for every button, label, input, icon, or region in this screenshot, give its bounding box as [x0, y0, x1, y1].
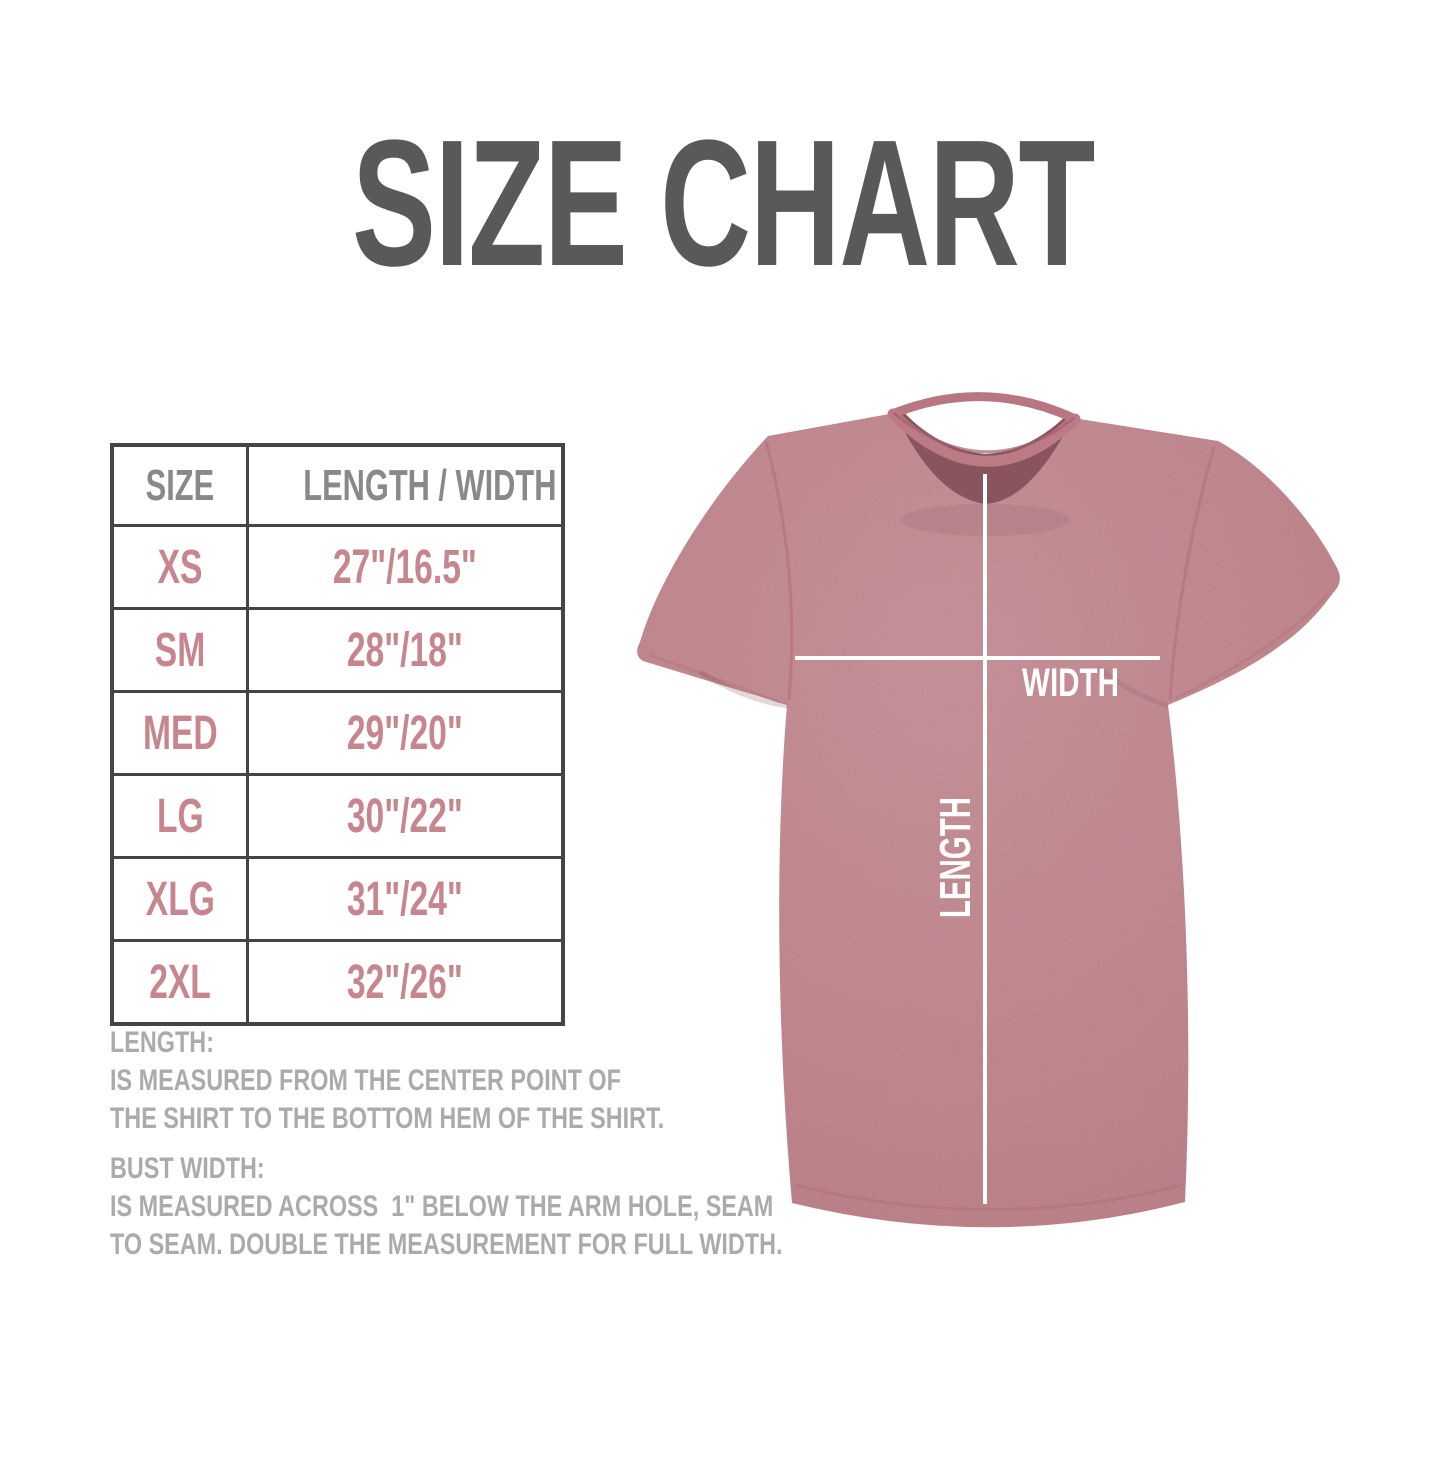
size-table: SIZE LENGTH / WIDTH XS 27"/16.5" SM 28"/…	[110, 443, 565, 1026]
length-width-column-header: LENGTH / WIDTH	[303, 460, 557, 510]
page-title-text: SIZE CHART	[351, 103, 1095, 304]
measurement-cell: 32"/26"	[347, 955, 463, 1009]
size-cell: XLG	[114, 859, 249, 939]
table-row-xs: XS 27"/16.5"	[114, 524, 561, 607]
shirt-seams	[649, 440, 1329, 1211]
length-note-title: LENGTH:	[110, 1026, 214, 1059]
size-cell: MED	[114, 693, 249, 773]
measurement-cell: 31"/24"	[347, 872, 463, 926]
size-cell: LG	[114, 776, 249, 856]
measurement-cell: 29"/20"	[347, 706, 463, 760]
width-measure-line	[795, 656, 1160, 660]
neck-hole	[900, 391, 1070, 454]
length-note-line: THE SHIRT TO THE BOTTOM HEM OF THE SHIRT…	[110, 1102, 665, 1135]
table-header-row: SIZE LENGTH / WIDTH	[114, 447, 561, 524]
measurement-cell: 30"/22"	[347, 789, 463, 843]
measurement-notes: LENGTH: IS MEASURED FROM THE CENTER POIN…	[110, 1024, 783, 1264]
front-collar-band	[887, 408, 1081, 467]
shirt-heather-texture	[637, 399, 1340, 1228]
collar-seam	[893, 411, 1075, 454]
bust-note-line: TO SEAM. DOUBLE THE MEASUREMENT FOR FULL…	[110, 1228, 783, 1261]
back-collar-band	[890, 392, 1078, 423]
table-row-xlg: XLG 31"/24"	[114, 856, 561, 939]
armpit-crease	[698, 669, 789, 709]
armpit-crease	[1096, 666, 1169, 709]
length-measure-line	[983, 474, 987, 1204]
table-row-2xl: 2XL 32"/26"	[114, 939, 561, 1022]
tshirt-illustration	[637, 391, 1340, 1228]
measurement-cell: 28"/18"	[347, 623, 463, 677]
size-cell: 2XL	[114, 942, 249, 1022]
width-label: WIDTH	[1022, 661, 1119, 705]
size-column-header: SIZE	[114, 447, 249, 524]
table-row-lg: LG 30"/22"	[114, 773, 561, 856]
page-title: SIZE CHART	[0, 114, 1445, 294]
size-cell: SM	[114, 610, 249, 690]
length-note-line: IS MEASURED FROM THE CENTER POINT OF	[110, 1064, 621, 1097]
bust-note-title: BUST WIDTH:	[110, 1152, 265, 1185]
table-row-sm: SM 28"/18"	[114, 607, 561, 690]
size-cell: XS	[114, 527, 249, 607]
length-label: LENGTH	[931, 796, 980, 919]
measurement-cell: 27"/16.5"	[333, 540, 477, 594]
table-row-med: MED 29"/20"	[114, 690, 561, 773]
bust-note-line: IS MEASURED ACROSS 1" BELOW THE ARM HOLE…	[110, 1190, 774, 1223]
